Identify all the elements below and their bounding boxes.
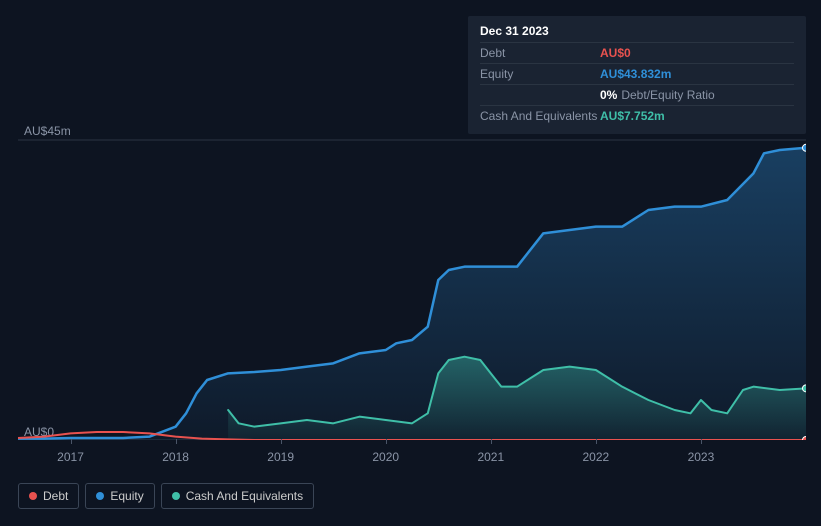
tooltip-date: Dec 31 2023 [480,24,794,38]
legend-item[interactable]: Debt [18,483,79,509]
x-tick-label: 2017 [57,450,84,464]
legend-dot-icon [172,492,180,500]
chart-tooltip: Dec 31 2023 DebtAU$0EquityAU$43.832m0%De… [468,16,806,134]
x-tick-label: 2021 [477,450,504,464]
x-tick-label: 2022 [583,450,610,464]
x-axis: 2017 2018 2019 2020 2021 2022 2023 [18,450,806,470]
legend-label: Equity [110,489,143,503]
legend-label: Debt [43,489,68,503]
chart-legend: Debt Equity Cash And Equivalents [18,483,314,509]
legend-item[interactable]: Equity [85,483,154,509]
tooltip-label: Equity [480,67,600,81]
chart-container: Dec 31 2023 DebtAU$0EquityAU$43.832m0%De… [0,0,821,526]
x-tick-mark [281,439,282,444]
x-tick-mark [386,439,387,444]
tooltip-row: DebtAU$0 [480,42,794,63]
legend-dot-icon [96,492,104,500]
tooltip-label: Debt [480,46,600,60]
x-tick-label: 2018 [162,450,189,464]
x-tick-mark [176,439,177,444]
chart-svg [18,120,806,440]
tooltip-value: AU$0 [600,46,794,60]
legend-item[interactable]: Cash And Equivalents [161,483,314,509]
x-tick-mark [71,439,72,444]
tooltip-row: 0%Debt/Equity Ratio [480,84,794,105]
legend-dot-icon [29,492,37,500]
x-tick-label: 2020 [372,450,399,464]
x-tick-mark [491,439,492,444]
x-tick-label: 2019 [267,450,294,464]
tooltip-label [480,88,600,102]
legend-label: Cash And Equivalents [186,489,303,503]
tooltip-value: AU$43.832m [600,67,794,81]
x-tick-mark [701,439,702,444]
tooltip-suffix: Debt/Equity Ratio [621,88,714,102]
tooltip-row: EquityAU$43.832m [480,63,794,84]
tooltip-value: 0%Debt/Equity Ratio [600,88,794,102]
x-tick-label: 2023 [688,450,715,464]
chart-plot-area [18,120,806,465]
x-tick-mark [596,439,597,444]
